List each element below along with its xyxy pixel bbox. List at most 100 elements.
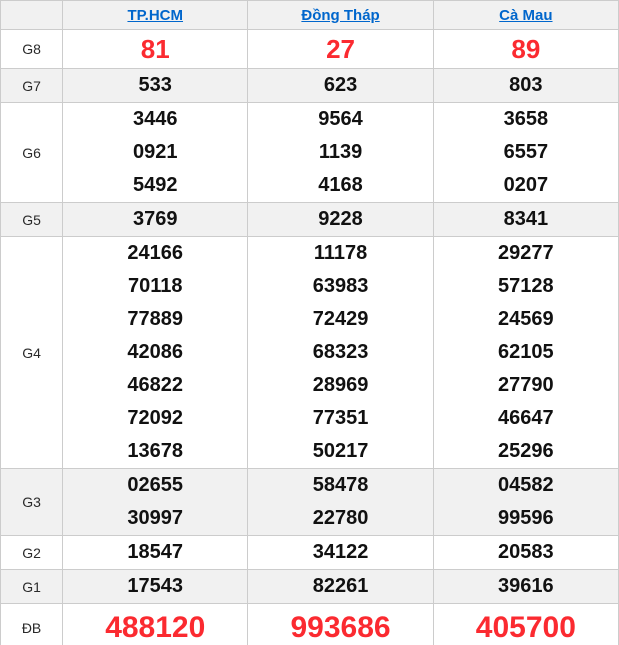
prize-number: 28969: [312, 374, 369, 396]
prize-row-g4: G4 24166 70118 77889 42086 46822 72092 13678 111…: [0, 236, 619, 469]
prize-number: 1139: [318, 141, 363, 163]
prize-number: 623: [323, 74, 358, 96]
row-label-g1: G1: [0, 569, 64, 604]
prize-cell-g2-ca-mau: 20583: [432, 535, 619, 570]
row-label-g6: G6: [0, 102, 64, 203]
prize-number: 57128: [498, 275, 554, 297]
row-label-g5: G5: [0, 202, 64, 237]
prize-number: 18547: [127, 541, 184, 563]
prize-number: 04582: [498, 474, 554, 496]
prize-number: 9564: [318, 108, 363, 130]
header-cell-dong-thap: Đồng Tháp: [247, 0, 434, 30]
prize-number: 405700: [475, 611, 576, 644]
prize-number: 39616: [498, 575, 554, 597]
prize-cell-g6-dong-thap: 9564 1139 4168: [247, 102, 434, 203]
prize-number: 89: [511, 34, 541, 64]
row-label-g7: G7: [0, 68, 64, 103]
row-label-g8: G8: [0, 29, 64, 69]
prize-cell-g8-tphcm: 81: [62, 29, 249, 69]
prize-number: 81: [140, 34, 170, 64]
prize-number: 17543: [127, 575, 184, 597]
prize-number: 72429: [312, 308, 369, 330]
prize-row-g7: G7 533 623 803: [0, 68, 619, 103]
prize-cell-g4-ca-mau: 29277 57128 24569 62105 27790 46647 25296: [432, 236, 619, 469]
prize-number: 6557: [503, 141, 549, 163]
prize-cell-g4-dong-thap: 11178 63983 72429 68323 28969 77351 50217: [247, 236, 434, 469]
prize-number: 8341: [503, 208, 549, 230]
column-link-ca-mau[interactable]: Cà Mau: [499, 6, 553, 24]
row-label-g4: G4: [0, 236, 64, 469]
prize-cell-g6-tphcm: 3446 0921 5492: [62, 102, 249, 203]
prize-number: 993686: [290, 611, 391, 644]
prize-cell-g4-tphcm: 24166 70118 77889 42086 46822 72092 13678: [62, 236, 249, 469]
prize-number: 29277: [498, 242, 554, 264]
prize-number: 34122: [312, 541, 369, 563]
prize-number: 4168: [318, 174, 363, 196]
prize-cell-g1-dong-thap: 82261: [247, 569, 434, 604]
header-cell-ca-mau: Cà Mau: [432, 0, 619, 30]
prize-cell-đb-tphcm: 488120: [62, 603, 249, 645]
prize-row-g8: G8 81 27 89: [0, 29, 619, 69]
prize-row-g3: G3 02655 30997 58478 22780 04582 99596: [0, 468, 619, 536]
prize-cell-g3-ca-mau: 04582 99596: [432, 468, 619, 536]
prize-number: 77351: [312, 407, 369, 429]
prize-number: 803: [509, 74, 543, 96]
results-body: G8 81 27 89 G7 533 623 803 G6 3446 0921 5492 9564 113…: [0, 29, 619, 645]
row-label-đb: ĐB: [0, 603, 64, 645]
column-link-dong-thap[interactable]: Đồng Tháp: [301, 6, 380, 24]
prize-number: 11178: [313, 242, 368, 264]
prize-number: 3658: [503, 108, 549, 130]
prize-number: 58478: [312, 474, 369, 496]
prize-number: 5492: [132, 174, 178, 196]
prize-number: 24166: [127, 242, 184, 264]
prize-number: 68323: [312, 341, 369, 363]
prize-cell-g6-ca-mau: 3658 6557 0207: [432, 102, 619, 203]
header-empty-cell: [0, 0, 64, 30]
prize-cell-g1-tphcm: 17543: [62, 569, 249, 604]
prize-number: 22780: [312, 507, 369, 529]
prize-number: 77889: [127, 308, 184, 330]
prize-row-g1: G1 17543 82261 39616: [0, 569, 619, 604]
column-link-tphcm[interactable]: TP.HCM: [127, 6, 184, 24]
prize-cell-đb-dong-thap: 993686: [247, 603, 434, 645]
prize-cell-g1-ca-mau: 39616: [432, 569, 619, 604]
prize-cell-g2-dong-thap: 34122: [247, 535, 434, 570]
row-label-g2: G2: [0, 535, 64, 570]
prize-number: 70118: [127, 275, 183, 297]
prize-number: 42086: [127, 341, 184, 363]
prize-number: 30997: [127, 507, 184, 529]
prize-row-g2: G2 18547 34122 20583: [0, 535, 619, 570]
prize-number: 0921: [132, 141, 178, 163]
row-label-g3: G3: [0, 468, 64, 536]
prize-number: 27790: [498, 374, 554, 396]
prize-cell-g3-tphcm: 02655 30997: [62, 468, 249, 536]
prize-number: 0207: [503, 174, 549, 196]
prize-number: 02655: [127, 474, 184, 496]
prize-number: 24569: [498, 308, 554, 330]
prize-cell-g5-ca-mau: 8341: [432, 202, 619, 237]
prize-cell-g7-tphcm: 533: [62, 68, 249, 103]
prize-number: 63983: [312, 275, 369, 297]
prize-row-g6: G6 3446 0921 5492 9564 1139 4168 3658 6557 0207: [0, 102, 619, 203]
prize-number: 25296: [498, 440, 554, 462]
prize-number: 46647: [498, 407, 554, 429]
prize-cell-g5-tphcm: 3769: [62, 202, 249, 237]
prize-number: 20583: [498, 541, 554, 563]
prize-number: 50217: [312, 440, 369, 462]
prize-cell-g8-dong-thap: 27: [247, 29, 434, 69]
prize-cell-g8-ca-mau: 89: [432, 29, 619, 69]
prize-number: 27: [326, 34, 355, 64]
prize-number: 488120: [105, 611, 206, 644]
prize-number: 3769: [132, 208, 178, 230]
prize-number: 62105: [498, 341, 554, 363]
prize-number: 82261: [312, 575, 369, 597]
prize-cell-g2-tphcm: 18547: [62, 535, 249, 570]
prize-cell-g5-dong-thap: 9228: [247, 202, 434, 237]
prize-number: 3446: [132, 108, 178, 130]
prize-cell-g7-ca-mau: 803: [432, 68, 619, 103]
header-row: TP.HCM Đồng Tháp Cà Mau: [0, 0, 619, 30]
prize-row-đb: ĐB 488120 993686 405700: [0, 603, 619, 645]
prize-cell-g7-dong-thap: 623: [247, 68, 434, 103]
